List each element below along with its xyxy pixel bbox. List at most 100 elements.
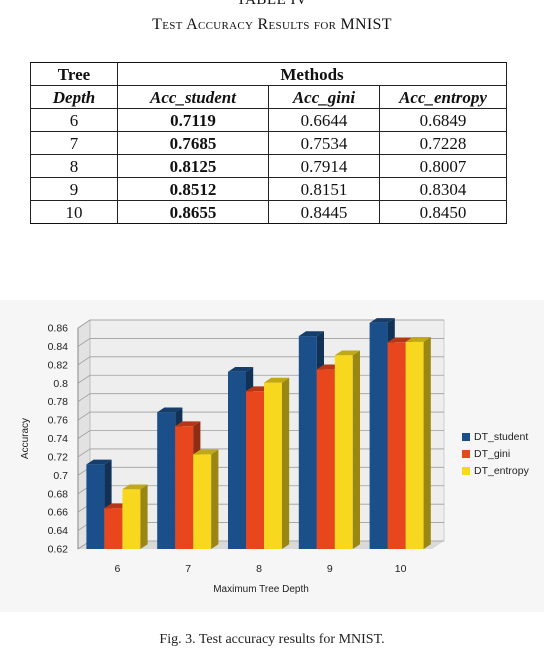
bar-front	[316, 369, 335, 549]
table-row: 9 0.8512 0.8151 0.8304	[30, 177, 507, 201]
bar-side	[140, 484, 148, 549]
cell-depth: 6	[30, 108, 118, 132]
bar-side	[352, 350, 360, 549]
cell-entropy: 0.8007	[379, 154, 507, 178]
bar-top	[264, 377, 290, 383]
bar-front	[122, 489, 141, 549]
cell-gini: 0.8445	[268, 200, 380, 224]
y-tick-label: 0.86	[48, 323, 69, 335]
bar-front	[175, 426, 194, 549]
bar-front	[104, 508, 123, 549]
bar-side	[423, 337, 431, 549]
bar-top	[334, 350, 360, 356]
cell-student: 0.7119	[117, 108, 269, 132]
bar-front	[193, 454, 212, 549]
tree-header: Tree	[30, 62, 118, 86]
cell-depth: 8	[30, 154, 118, 178]
table-title: Test Accuracy Results for MNIST	[152, 16, 392, 33]
depth-header: Depth	[30, 85, 118, 109]
methods-header: Methods	[117, 62, 507, 86]
bar-side	[282, 377, 290, 549]
y-tick-label: 0.8	[53, 378, 68, 390]
legend-label: DT_student	[474, 431, 528, 443]
gridline	[77, 356, 444, 366]
bar-front	[264, 382, 282, 549]
bar-DT_entropy-10	[405, 337, 431, 549]
bar-DT_entropy-6	[122, 484, 148, 549]
cell-gini: 0.6644	[268, 108, 380, 132]
y-tick-label: 0.66	[48, 507, 69, 519]
x-tick-label: 8	[256, 563, 262, 575]
bar-DT_entropy-8	[264, 377, 290, 549]
bar-front	[298, 336, 317, 549]
table-header-row: Tree Methods	[30, 62, 507, 86]
bar-DT_entropy-7	[193, 449, 219, 549]
figure-caption: Fig. 3. Test accuracy results for MNIST.	[159, 632, 385, 647]
col-header-student: Acc_student	[117, 85, 269, 109]
bar-top	[298, 331, 324, 337]
y-tick-label: 0.7	[53, 470, 68, 482]
bar-front	[246, 391, 264, 549]
legend-swatch	[462, 450, 470, 458]
legend-swatch	[462, 433, 470, 441]
y-tick-label: 0.78	[48, 396, 69, 408]
bar-top	[228, 366, 254, 372]
table-row: 7 0.7685 0.7534 0.7228	[30, 131, 507, 155]
table-row: 6 0.7119 0.6644 0.6849	[30, 108, 507, 132]
bar-front	[86, 464, 105, 549]
y-tick-label: 0.72	[48, 451, 69, 463]
cell-depth: 9	[30, 177, 118, 201]
bar-top	[157, 407, 183, 413]
col-header-entropy: Acc_entropy	[379, 85, 507, 109]
y-tick-label: 0.84	[48, 341, 69, 353]
legend-swatch	[462, 467, 470, 475]
table-row: 8 0.8125 0.7914 0.8007	[30, 154, 507, 178]
cell-gini: 0.7914	[268, 154, 380, 178]
cell-entropy: 0.8450	[379, 200, 507, 224]
x-tick-label: 6	[114, 563, 120, 575]
legend-label: DT_entropy	[474, 465, 530, 477]
bar-front	[334, 355, 353, 549]
y-tick-label: 0.62	[48, 544, 69, 556]
results-table: Tree Methods Depth Acc_student Acc_gini …	[30, 62, 507, 224]
bar-front	[228, 371, 246, 549]
gridline	[77, 319, 444, 329]
x-axis-label: Maximum Tree Depth	[213, 584, 309, 595]
bar-DT_entropy-9	[334, 350, 360, 549]
bar-top	[405, 337, 431, 342]
cell-entropy: 0.8304	[379, 177, 507, 201]
gridline	[77, 338, 444, 347]
col-header-gini: Acc_gini	[268, 85, 380, 109]
cell-depth: 7	[30, 131, 118, 155]
bar-front	[405, 341, 424, 549]
table-subheader-row: Depth Acc_student Acc_gini Acc_entropy	[30, 85, 507, 109]
cell-student: 0.8655	[117, 200, 269, 224]
bar-top	[86, 459, 112, 465]
y-tick-label: 0.74	[48, 433, 69, 445]
legend-label: DT_gini	[474, 448, 510, 460]
x-tick-label: 7	[185, 563, 191, 575]
cell-entropy: 0.7228	[379, 131, 507, 155]
bar-top	[387, 337, 413, 343]
cell-student: 0.7685	[117, 131, 269, 155]
table-row: 10 0.8655 0.8445 0.8450	[30, 200, 507, 224]
y-tick-label: 0.82	[48, 359, 69, 371]
cell-entropy: 0.6849	[379, 108, 507, 132]
bar-top	[369, 318, 395, 323]
x-tick-label: 9	[327, 563, 333, 575]
y-tick-label: 0.64	[48, 525, 69, 537]
cell-depth: 10	[30, 200, 118, 224]
bar-front	[157, 412, 176, 549]
y-tick-label: 0.76	[48, 415, 69, 427]
cell-student: 0.8512	[117, 177, 269, 201]
bar-side	[211, 449, 219, 549]
bar-front	[387, 342, 406, 549]
bar-top	[193, 449, 219, 455]
cell-gini: 0.7534	[268, 131, 380, 155]
y-axis-label: Accuracy	[20, 418, 31, 459]
cell-gini: 0.8151	[268, 177, 380, 201]
y-tick-label: 0.68	[48, 488, 69, 500]
accuracy-bar-chart: 0.62 0.64 0.66 0.68 0.7 0.72 0.74 0.76 0.78 0.8 0.…	[0, 300, 544, 612]
x-tick-label: 10	[395, 563, 407, 575]
bar-top	[175, 421, 201, 427]
